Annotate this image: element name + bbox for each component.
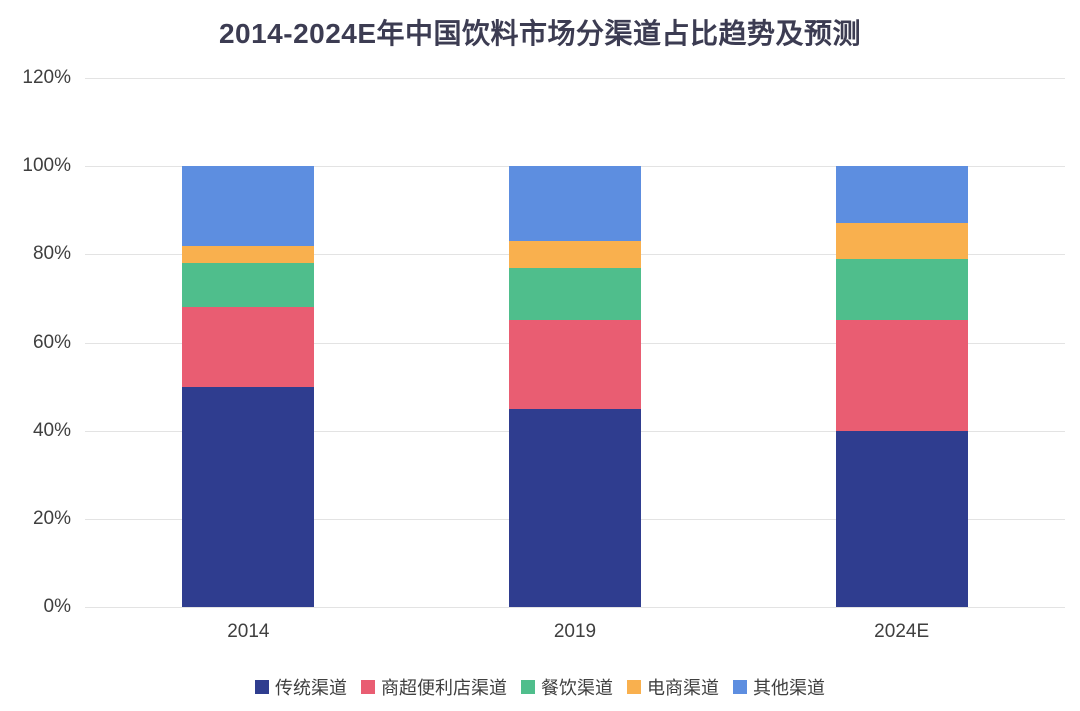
bar-segment bbox=[509, 241, 641, 268]
bar-segment bbox=[182, 263, 315, 308]
legend-label: 电商渠道 bbox=[647, 678, 719, 698]
bar-segment bbox=[509, 320, 641, 409]
bar-segment bbox=[835, 223, 968, 259]
y-axis-tick-label: 40% bbox=[32, 419, 71, 441]
bar-segment bbox=[835, 258, 968, 321]
bar-segment bbox=[509, 267, 641, 321]
y-axis-tick-label: 20% bbox=[32, 507, 71, 529]
bar-segment bbox=[835, 430, 968, 607]
legend: 传统渠道 商超便利店渠道 餐饮渠道 电商渠道 其他渠道 bbox=[0, 674, 1080, 700]
bar-segment bbox=[182, 166, 315, 246]
legend-item: 电商渠道 bbox=[627, 674, 719, 700]
plot-area: 0% 20% 40% 60% 80% 100% 120% 2014 2019 2024E bbox=[22, 67, 1065, 642]
bar-segment bbox=[509, 166, 641, 242]
y-axis-tick-label: 120% bbox=[22, 67, 71, 88]
bar-segment bbox=[835, 320, 968, 431]
legend-item: 传统渠道 bbox=[255, 674, 347, 700]
bar-segment bbox=[182, 386, 315, 607]
legend-swatch bbox=[255, 680, 269, 694]
bar-segment bbox=[182, 245, 315, 264]
legend-label: 餐饮渠道 bbox=[541, 678, 613, 698]
y-axis-tick-label: 0% bbox=[43, 596, 71, 617]
y-axis-tick-label: 100% bbox=[22, 155, 71, 177]
bar-segment bbox=[509, 408, 641, 607]
x-axis-tick-label: 2019 bbox=[553, 621, 597, 642]
gridline bbox=[85, 78, 1065, 79]
chart-title: 2014-2024E年中国饮料市场分渠道占比趋势及预测 bbox=[218, 18, 862, 49]
legend-swatch bbox=[627, 680, 641, 694]
x-axis-tick-label: 2014 bbox=[227, 621, 270, 642]
legend-swatch bbox=[361, 680, 375, 694]
bar-segment bbox=[835, 166, 968, 224]
legend-label: 其他渠道 bbox=[753, 678, 825, 698]
gridline bbox=[85, 607, 1065, 608]
legend-item: 餐饮渠道 bbox=[521, 674, 613, 700]
legend-label: 商超便利店渠道 bbox=[381, 678, 507, 698]
y-axis-tick-label: 80% bbox=[32, 243, 71, 265]
legend-label: 传统渠道 bbox=[275, 678, 347, 698]
bar-segment bbox=[182, 307, 315, 387]
x-axis-tick-label: 2024E bbox=[874, 621, 930, 642]
legend-item: 商超便利店渠道 bbox=[361, 674, 507, 700]
legend-swatch bbox=[521, 680, 535, 694]
legend-swatch bbox=[733, 680, 747, 694]
legend-item: 其他渠道 bbox=[733, 674, 825, 700]
y-axis-tick-label: 60% bbox=[32, 331, 71, 353]
